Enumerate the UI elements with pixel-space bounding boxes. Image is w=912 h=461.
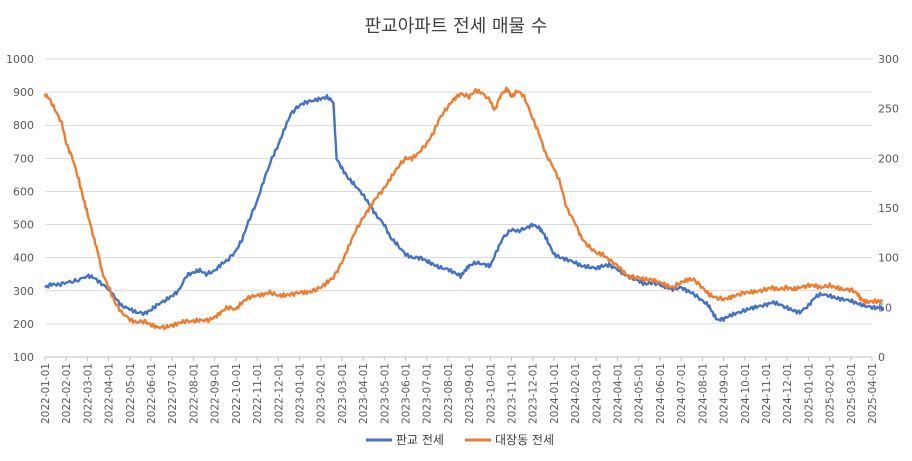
y-left-tick-label: 600 [13,185,34,198]
x-tick-label: 2022-03-01 [82,363,94,424]
y-left-tick-label: 300 [13,285,34,298]
x-tick-label: 2023-07-01 [422,363,434,424]
x-tick-label: 2022-08-01 [188,363,200,424]
y-left-tick-label: 400 [13,252,34,265]
x-tick-label: 2024-08-01 [697,363,709,424]
x-tick-label: 2025-04-01 [867,363,879,424]
x-tick-label: 2024-04-01 [613,363,625,424]
y-left-tick-label: 500 [13,219,34,232]
x-tick-label: 2024-07-01 [676,363,688,424]
y-left-tick-label: 1000 [6,53,34,66]
x-tick-label: 2022-02-01 [61,363,73,424]
gridlines [45,58,872,358]
y-left-tick-label: 100 [13,351,34,364]
x-tick-label: 2022-01-01 [40,363,52,424]
y-left-tick-label: 900 [13,86,34,99]
y-right-tick-label: 100 [878,252,899,265]
x-axis: 2022-01-01 2022-02-01 2022-03-01 2022-04-01… [40,356,879,424]
x-tick-label: 2022-05-01 [125,363,137,424]
y-left-tick-label: 700 [13,152,34,165]
x-tick-label: 2024-05-01 [634,363,646,424]
x-tick-label: 2023-01-01 [294,363,306,424]
y-left-tick-label: 800 [13,119,34,132]
x-tick-label: 2025-01-01 [803,363,815,424]
x-tick-label: 2022-12-01 [273,363,285,424]
x-tick-label: 2023-11-01 [507,363,519,424]
left-y-axis: 100 200 300 400 500 600 700 800 900 1000 [6,53,34,364]
y-right-tick-label: 200 [878,152,899,165]
y-right-tick-label: 0 [878,351,885,364]
x-tick-label: 2023-10-01 [485,363,497,424]
chart-title: 판교아파트 전세 매물 수 [365,16,548,37]
x-tick-label: 2022-11-01 [252,363,264,424]
y-left-tick-label: 200 [13,318,34,331]
y-right-tick-label: 300 [878,53,899,66]
x-tick-label: 2024-02-01 [570,363,582,424]
x-tick-label: 2023-05-01 [379,363,391,424]
y-right-tick-label: 50 [878,301,892,314]
series-line-daejang [43,86,884,331]
y-right-tick-label: 250 [878,103,899,116]
x-tick-label: 2023-09-01 [464,363,476,424]
x-tick-label: 2023-02-01 [316,363,328,424]
x-tick-label: 2024-03-01 [591,363,603,424]
x-tick-label: 2022-06-01 [146,363,158,424]
x-tick-label: 2023-03-01 [337,363,349,424]
x-tick-label: 2022-07-01 [167,363,179,424]
right-y-axis: 0 50 100 150 200 250 300 [878,53,899,364]
x-tick-label: 2022-10-01 [231,363,243,424]
x-tick-label: 2025-03-01 [846,363,858,424]
x-tick-label: 2023-08-01 [443,363,455,424]
series-line-pangyo [44,94,884,322]
legend-label: 대장동 전세 [495,433,554,447]
y-right-tick-label: 150 [878,202,899,215]
x-tick-label: 2023-04-01 [358,363,370,424]
x-tick-label: 2022-09-01 [210,363,222,424]
x-tick-label: 2023-06-01 [400,363,412,424]
legend: 판교 전세 대장동 전세 [366,433,554,447]
x-tick-label: 2024-01-01 [549,363,561,424]
x-tick-label: 2025-02-01 [825,363,837,424]
x-tick-label: 2024-12-01 [782,363,794,424]
x-tick-label: 2023-12-01 [528,363,540,424]
x-tick-label: 2024-11-01 [761,363,773,424]
x-tick-label: 2022-04-01 [104,363,116,424]
x-tick-label: 2024-10-01 [740,363,752,424]
x-tick-label: 2024-06-01 [655,363,667,424]
x-tick-label: 2024-09-01 [719,363,731,424]
series-lines [43,86,884,331]
legend-label: 판교 전세 [396,433,444,447]
